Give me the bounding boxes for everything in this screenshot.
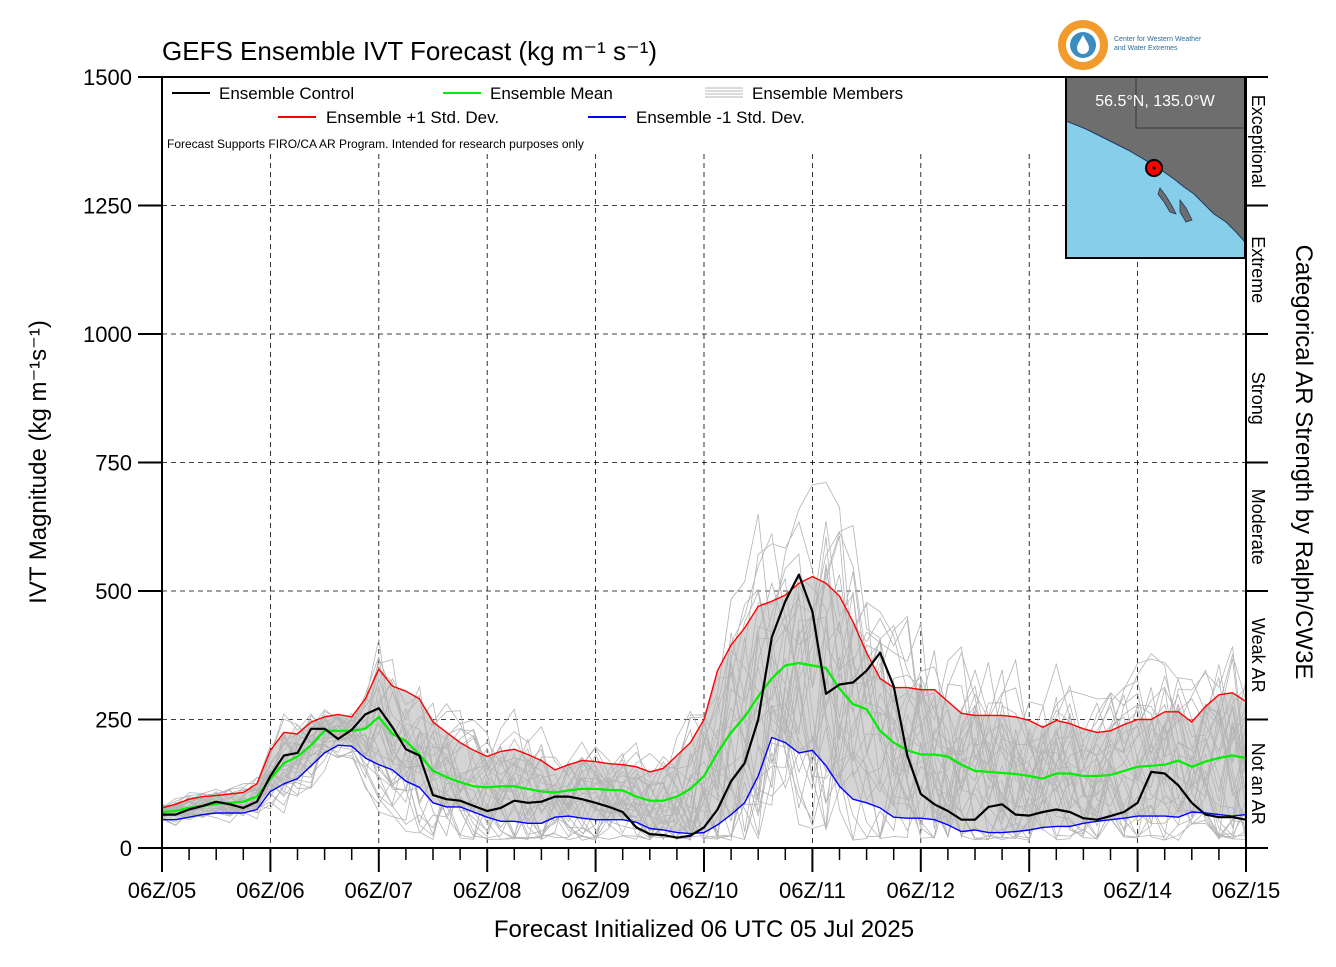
ensemble-member-line <box>162 646 1246 839</box>
legend-swatch-members <box>705 87 743 98</box>
x-tick-label: 06Z/12 <box>887 878 956 903</box>
ensemble-member-line <box>162 656 1246 841</box>
ar-category-label: Strong <box>1248 372 1268 425</box>
chart-title: GEFS Ensemble IVT Forecast (kg m⁻¹ s⁻¹) <box>162 36 657 66</box>
x-tick-label: 06Z/11 <box>779 878 846 903</box>
x-axis-title: Forecast Initialized 06 UTC 05 Jul 2025 <box>494 916 914 943</box>
legend-label-members: Ensemble Members <box>752 84 903 103</box>
x-tick-label: 06Z/09 <box>561 878 630 903</box>
y-tick-label: 250 <box>95 708 132 733</box>
y-tick-label: 0 <box>120 836 132 861</box>
x-tick-label: 06Z/05 <box>128 878 197 903</box>
minus-sd-line <box>162 736 1246 835</box>
x-tick-label: 06Z/15 <box>1212 878 1281 903</box>
cw3e-logo: Center for Western Weather and Water Ext… <box>1058 20 1202 70</box>
ensemble-member-line <box>162 623 1246 842</box>
legend-label-plus-sd: Ensemble +1 Std. Dev. <box>326 108 499 127</box>
legend-label-mean: Ensemble Mean <box>490 84 613 103</box>
ensemble-member-line <box>162 520 1246 840</box>
ar-category-label: Weak AR <box>1248 618 1268 693</box>
ar-category-label: Not an AR <box>1248 743 1268 825</box>
ensemble-member-line <box>162 613 1246 840</box>
series-lines <box>162 573 1246 839</box>
ar-category-label: Extreme <box>1248 236 1268 303</box>
y-tick-label: 750 <box>95 451 132 476</box>
ensemble-member-line <box>162 524 1246 841</box>
x-tick-label: 06Z/07 <box>345 878 414 903</box>
ensemble-member-line <box>162 648 1246 839</box>
y-axis-title: IVT Magnitude (kg m⁻¹s⁻¹) <box>25 320 52 604</box>
x-tick-label: 06Z/08 <box>453 878 522 903</box>
axes: 0 250 500 750 1000 1250 1500 06Z/05 06Z/06 06Z/07… <box>83 65 1280 903</box>
logo-line-1: Center for Western Weather <box>1114 36 1202 43</box>
control-line <box>162 573 1246 839</box>
x-tick-label: 06Z/06 <box>236 878 305 903</box>
x-tick-label: 06Z/10 <box>670 878 739 903</box>
ensemble-member-line <box>162 603 1246 842</box>
x-tick-label: 06Z/14 <box>1103 878 1172 903</box>
y-tick-label: 500 <box>95 579 132 604</box>
ar-category-label: Exceptional <box>1248 95 1268 188</box>
disclaimer-note: Forecast Supports FIRO/CA AR Program. In… <box>167 137 584 151</box>
logo-line-2: and Water Extremes <box>1114 45 1178 52</box>
ar-category-label: Moderate <box>1248 489 1268 565</box>
y-tick-label: 1500 <box>83 65 132 90</box>
legend-label-control: Ensemble Control <box>219 84 354 103</box>
ensemble-member-line <box>162 590 1246 836</box>
x-tick-label: 06Z/13 <box>995 878 1064 903</box>
location-inset-map: 56.5°N, 135.0°W <box>1065 76 1246 259</box>
mean-line <box>162 661 1246 814</box>
ensemble-member-line <box>162 531 1246 841</box>
legend-label-minus-sd: Ensemble -1 Std. Dev. <box>636 108 805 127</box>
legend: Ensemble Control Ensemble Mean Ensemble … <box>167 84 903 151</box>
right-axis-title: Categorical AR Strength by Ralph/CW3E <box>1290 245 1317 680</box>
plus-sd-line <box>162 575 1246 809</box>
ensemble-member-line <box>162 613 1246 841</box>
y-tick-label: 1250 <box>83 194 132 219</box>
y-tick-label: 1000 <box>83 322 132 347</box>
ensemble-member-line <box>162 629 1246 841</box>
inset-coordinates: 56.5°N, 135.0°W <box>1095 93 1215 110</box>
